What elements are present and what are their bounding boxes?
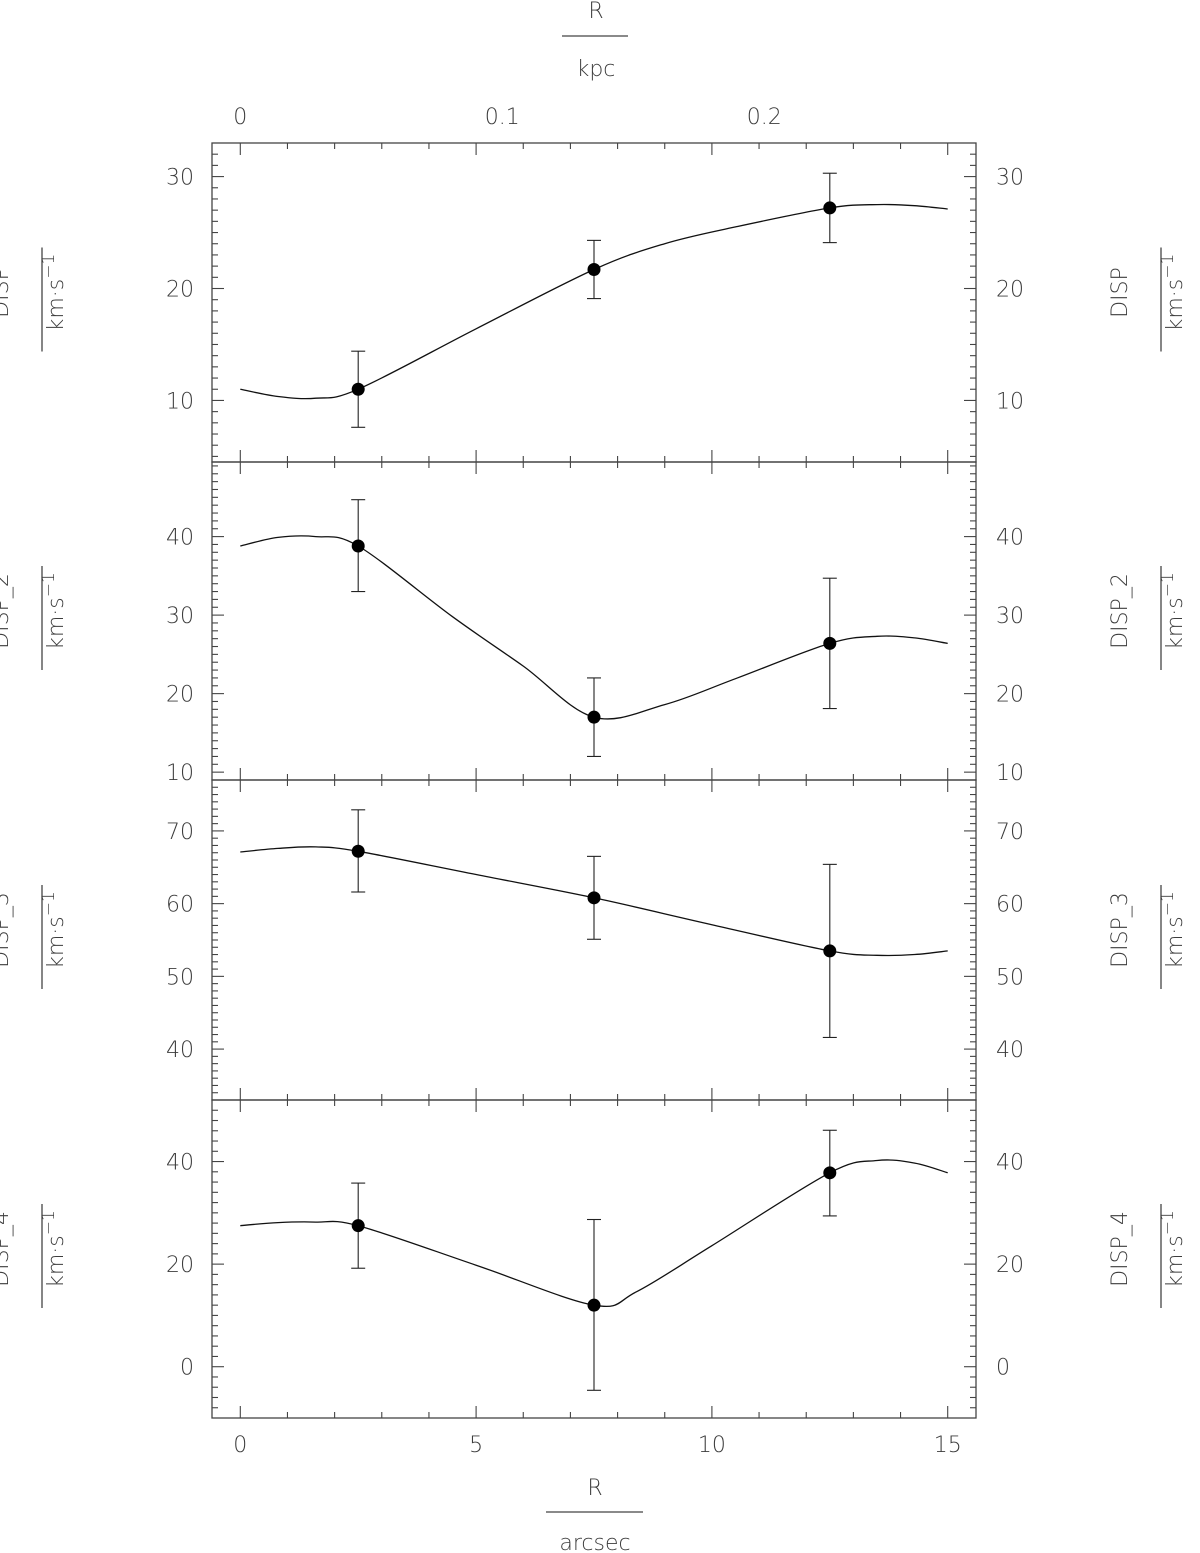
panel-frame xyxy=(211,1099,977,1419)
x-tick-label-bottom: 10 xyxy=(698,1433,726,1458)
y-tick-label-right: 20 xyxy=(996,683,1024,708)
y-tick-label-left: 40 xyxy=(166,1151,194,1176)
data-point xyxy=(823,201,837,215)
y-axis-label-right: DISP_4 xyxy=(1108,1211,1133,1287)
data-point xyxy=(351,539,365,553)
x-tick-label-top: 0 xyxy=(233,105,247,130)
y-tick-label-left: 0 xyxy=(180,1356,194,1381)
y-tick-label-right: 40 xyxy=(996,1038,1024,1063)
panel-4: 0 0 20 20 40 40 DISP_4 km·s−1 DISP_4 km·s−1 xyxy=(0,1099,1188,1419)
y-tick-label-right: 10 xyxy=(996,389,1024,414)
y-axis-unit-left: km·s−1 xyxy=(39,891,69,969)
panel-frame xyxy=(211,779,977,1101)
bottom-axis-label-denominator: arcsec xyxy=(559,1531,630,1553)
y-tick-label-right: 30 xyxy=(996,166,1024,191)
y-axis-unit-right: km·s−1 xyxy=(1158,572,1188,650)
data-point xyxy=(823,1166,837,1180)
y-tick-label-left: 40 xyxy=(166,1038,194,1063)
y-tick-label-left: 10 xyxy=(166,761,194,786)
y-tick-label-left: 70 xyxy=(166,820,194,845)
bottom-axis-label-numerator: R xyxy=(587,1476,602,1501)
data-point xyxy=(587,1298,601,1312)
x-tick-label-top: 0.2 xyxy=(747,105,782,130)
y-tick-label-right: 50 xyxy=(996,965,1024,990)
x-tick-label-bottom: 5 xyxy=(469,1433,483,1458)
y-tick-label-left: 10 xyxy=(166,389,194,414)
y-axis-unit-left: km·s−1 xyxy=(39,1210,69,1288)
top-axis-label-numerator: R xyxy=(588,0,603,24)
y-tick-label-left: 20 xyxy=(166,278,194,303)
panels-group: 10 10 20 20 30 30 DISP km·s−1 DISP km·s−1 10 10 20 20… xyxy=(0,142,1188,1419)
y-tick-label-left: 60 xyxy=(166,893,194,918)
panel-frame xyxy=(211,142,977,463)
y-tick-label-left: 30 xyxy=(166,166,194,191)
y-axis-label-left: DISP_3 xyxy=(0,892,14,968)
y-tick-label-left: 30 xyxy=(166,604,194,629)
shared-x-axes: 0 5 10 15 0 0.1 0.2 xyxy=(233,105,961,1458)
y-tick-label-right: 20 xyxy=(996,1253,1024,1278)
y-tick-label-right: 0 xyxy=(996,1356,1010,1381)
y-tick-label-right: 40 xyxy=(996,1151,1024,1176)
data-point xyxy=(587,262,601,276)
panel-2: 10 10 20 20 30 30 40 40 DISP_2 km·s−1 DISP_2 km·s−1 xyxy=(0,461,1188,786)
panel-3: 40 40 50 50 60 60 70 70 DISP_3 km·s−1 DISP_3 km·s−1 xyxy=(0,779,1188,1101)
data-point xyxy=(587,710,601,724)
panel-1: 10 10 20 20 30 30 DISP km·s−1 DISP km·s−1 xyxy=(0,142,1188,463)
y-tick-label-right: 20 xyxy=(996,278,1024,303)
y-axis-unit-right: km·s−1 xyxy=(1158,254,1188,332)
y-axis-unit-left: km·s−1 xyxy=(39,254,69,332)
y-tick-label-left: 50 xyxy=(166,965,194,990)
panel-curve xyxy=(240,1159,948,1308)
y-axis-label-left: DISP_2 xyxy=(0,573,14,649)
y-axis-label-right: DISP_3 xyxy=(1108,892,1133,968)
data-point xyxy=(351,382,365,396)
y-axis-unit-left: km·s−1 xyxy=(39,572,69,650)
data-point xyxy=(587,891,601,905)
panel-curve xyxy=(240,203,948,400)
y-tick-label-left: 20 xyxy=(166,1253,194,1278)
y-tick-label-right: 10 xyxy=(996,761,1024,786)
data-point xyxy=(351,1219,365,1233)
x-tick-label-bottom: 0 xyxy=(233,1433,247,1458)
y-axis-label-right: DISP xyxy=(1108,267,1133,318)
x-tick-label-bottom: 15 xyxy=(934,1433,962,1458)
y-axis-unit-right: km·s−1 xyxy=(1158,891,1188,969)
data-point xyxy=(823,944,837,958)
y-tick-label-right: 40 xyxy=(996,526,1024,551)
y-tick-label-right: 70 xyxy=(996,820,1024,845)
y-tick-label-left: 40 xyxy=(166,526,194,551)
y-axis-label-left: DISP xyxy=(0,267,14,318)
y-axis-label-left: DISP_4 xyxy=(0,1211,14,1287)
y-axis-unit-right: km·s−1 xyxy=(1158,1210,1188,1288)
y-tick-label-left: 20 xyxy=(166,683,194,708)
y-tick-label-right: 60 xyxy=(996,893,1024,918)
data-point xyxy=(823,636,837,650)
data-point xyxy=(351,844,365,858)
y-axis-label-right: DISP_2 xyxy=(1108,573,1133,649)
x-tick-label-top: 0.1 xyxy=(485,105,520,130)
y-tick-label-right: 30 xyxy=(996,604,1024,629)
top-axis-label-denominator: kpc xyxy=(577,57,616,82)
